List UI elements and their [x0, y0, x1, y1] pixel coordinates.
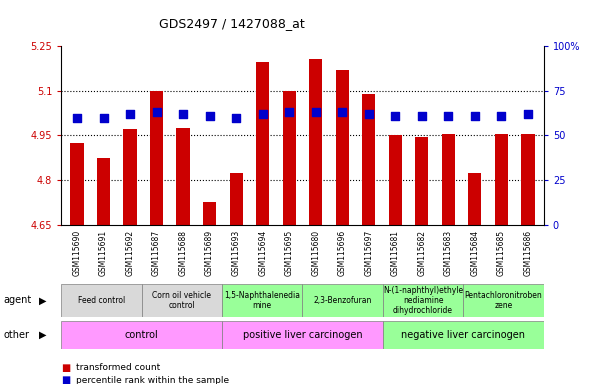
Text: transformed count: transformed count: [76, 363, 161, 372]
Bar: [309, 60, 323, 225]
Text: percentile rank within the sample: percentile rank within the sample: [76, 376, 230, 384]
Text: Corn oil vehicle
control: Corn oil vehicle control: [152, 291, 211, 310]
Bar: [335, 70, 349, 225]
Text: GDS2497 / 1427088_at: GDS2497 / 1427088_at: [159, 17, 305, 30]
Text: GSM115685: GSM115685: [497, 230, 506, 276]
Text: Feed control: Feed control: [78, 296, 125, 305]
Bar: [142, 284, 222, 317]
Bar: [415, 137, 428, 225]
Bar: [463, 284, 544, 317]
Point: [152, 109, 161, 115]
Text: GSM115682: GSM115682: [417, 230, 426, 276]
Text: GSM115695: GSM115695: [285, 230, 294, 276]
Bar: [150, 91, 163, 225]
Text: 1,5-Naphthalenedia
mine: 1,5-Naphthalenedia mine: [224, 291, 300, 310]
Text: positive liver carcinogen: positive liver carcinogen: [243, 330, 362, 340]
Point: [178, 111, 188, 117]
Text: GSM115690: GSM115690: [73, 230, 81, 276]
Bar: [442, 134, 455, 225]
Bar: [177, 128, 190, 225]
Text: GSM115691: GSM115691: [99, 230, 108, 276]
Text: ▶: ▶: [38, 330, 46, 340]
Text: GSM115692: GSM115692: [125, 230, 134, 276]
Text: GSM115697: GSM115697: [364, 230, 373, 276]
Bar: [61, 284, 142, 317]
Point: [364, 111, 374, 117]
Bar: [203, 202, 216, 225]
Text: ▶: ▶: [38, 295, 46, 306]
Text: negative liver carcinogen: negative liver carcinogen: [401, 330, 525, 340]
Bar: [383, 284, 463, 317]
Text: control: control: [125, 330, 158, 340]
Text: GSM115696: GSM115696: [338, 230, 346, 276]
Bar: [123, 129, 137, 225]
Text: other: other: [3, 330, 29, 340]
Point: [98, 114, 108, 121]
Text: GSM115684: GSM115684: [470, 230, 480, 276]
Point: [284, 109, 294, 115]
Bar: [521, 134, 535, 225]
Bar: [61, 321, 222, 349]
Text: GSM115693: GSM115693: [232, 230, 241, 276]
Point: [417, 113, 426, 119]
Bar: [495, 134, 508, 225]
Point: [390, 113, 400, 119]
Bar: [97, 158, 110, 225]
Bar: [256, 63, 269, 225]
Text: 2,3-Benzofuran: 2,3-Benzofuran: [313, 296, 372, 305]
Bar: [383, 321, 544, 349]
Point: [470, 113, 480, 119]
Point: [337, 109, 347, 115]
Text: GSM115681: GSM115681: [391, 230, 400, 276]
Text: GSM115686: GSM115686: [524, 230, 532, 276]
Bar: [222, 284, 302, 317]
Bar: [468, 172, 481, 225]
Text: GSM115688: GSM115688: [178, 230, 188, 276]
Point: [311, 109, 321, 115]
Bar: [362, 94, 375, 225]
Text: N-(1-naphthyl)ethyle
nediamine
dihydrochloride: N-(1-naphthyl)ethyle nediamine dihydroch…: [383, 286, 463, 315]
Bar: [222, 321, 383, 349]
Point: [205, 113, 214, 119]
Text: GSM115683: GSM115683: [444, 230, 453, 276]
Text: agent: agent: [3, 295, 31, 306]
Text: ■: ■: [61, 375, 70, 384]
Point: [497, 113, 507, 119]
Bar: [302, 284, 383, 317]
Point: [72, 114, 82, 121]
Text: GSM115680: GSM115680: [311, 230, 320, 276]
Point: [523, 111, 533, 117]
Point: [231, 114, 241, 121]
Text: GSM115687: GSM115687: [152, 230, 161, 276]
Text: GSM115689: GSM115689: [205, 230, 214, 276]
Point: [125, 111, 135, 117]
Bar: [389, 136, 402, 225]
Text: ■: ■: [61, 363, 70, 373]
Point: [444, 113, 453, 119]
Text: GSM115694: GSM115694: [258, 230, 267, 276]
Bar: [230, 172, 243, 225]
Text: Pentachloronitroben
zene: Pentachloronitroben zene: [465, 291, 543, 310]
Point: [258, 111, 268, 117]
Bar: [70, 143, 84, 225]
Bar: [282, 91, 296, 225]
